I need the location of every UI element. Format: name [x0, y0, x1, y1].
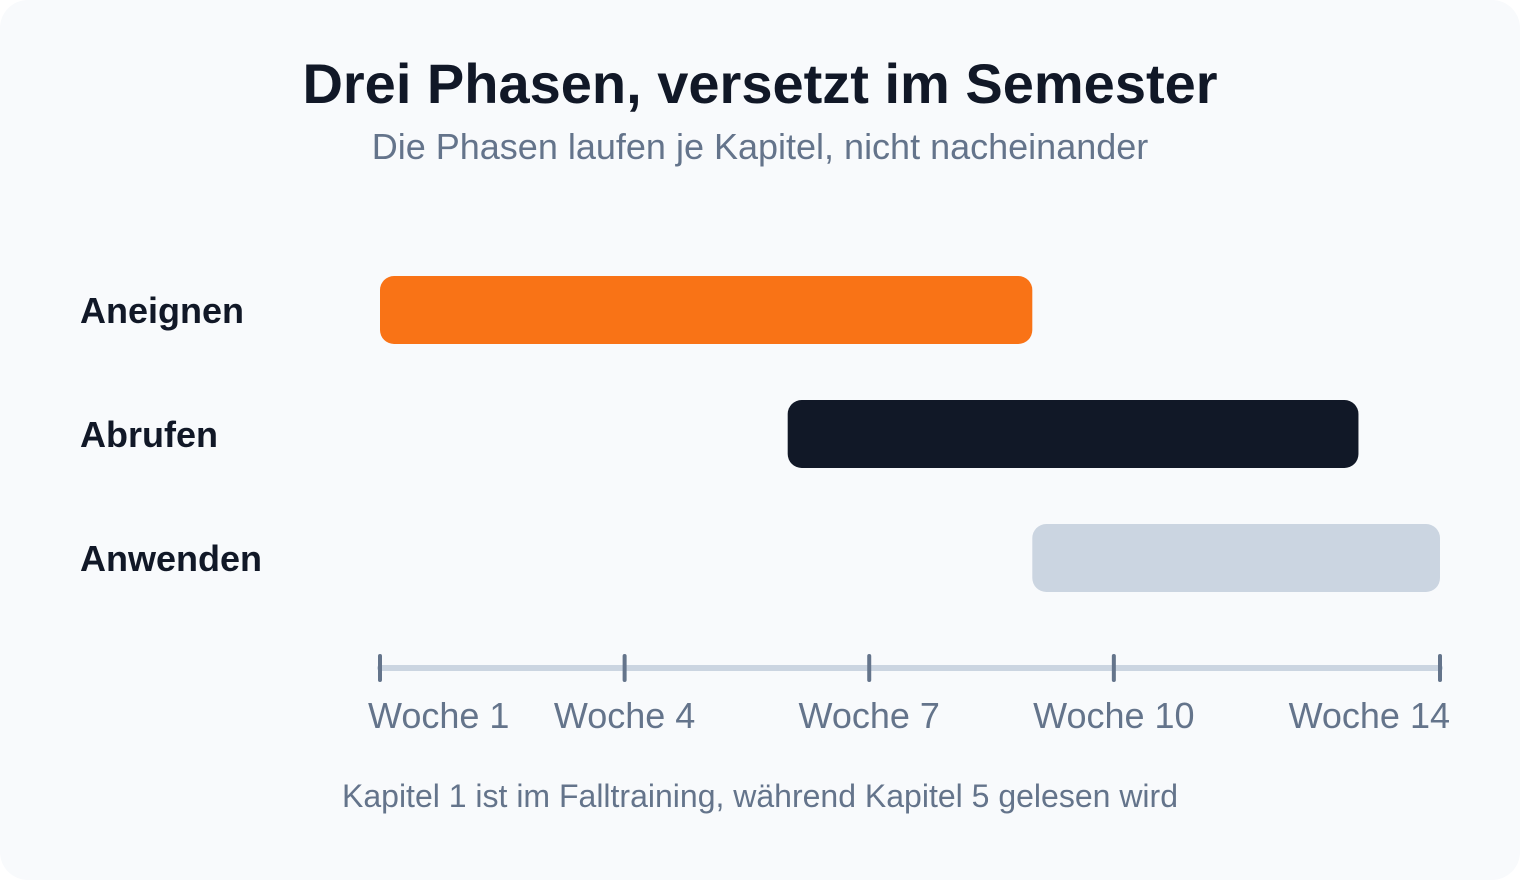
axis-tick-label: Woche 1	[368, 695, 509, 736]
axis-tick-label: Woche 14	[1289, 695, 1450, 736]
phase-bar-abrufen	[787, 400, 1359, 468]
chart-title: Drei Phasen, versetzt im Semester	[302, 52, 1218, 115]
phase-rows: Aneignen Abrufen Anwenden	[80, 276, 1440, 592]
phase-bar-aneignen	[380, 276, 1033, 344]
phase-label-abrufen: Abrufen	[80, 414, 218, 455]
phase-bar-anwenden	[1032, 524, 1440, 592]
phase-label-anwenden: Anwenden	[80, 538, 262, 579]
time-axis: Woche 1 Woche 4 Woche 7 Woche 10 Woche 14	[368, 654, 1450, 736]
axis-tick-label: Woche 4	[554, 695, 695, 736]
chart-subtitle: Die Phasen laufen je Kapitel, nicht nach…	[371, 126, 1149, 167]
chart-footnote: Kapitel 1 ist im Falltraining, während K…	[342, 778, 1178, 814]
phase-label-aneignen: Aneignen	[80, 290, 244, 331]
axis-tick-label: Woche 7	[799, 695, 940, 736]
axis-tick-label: Woche 10	[1033, 695, 1194, 736]
